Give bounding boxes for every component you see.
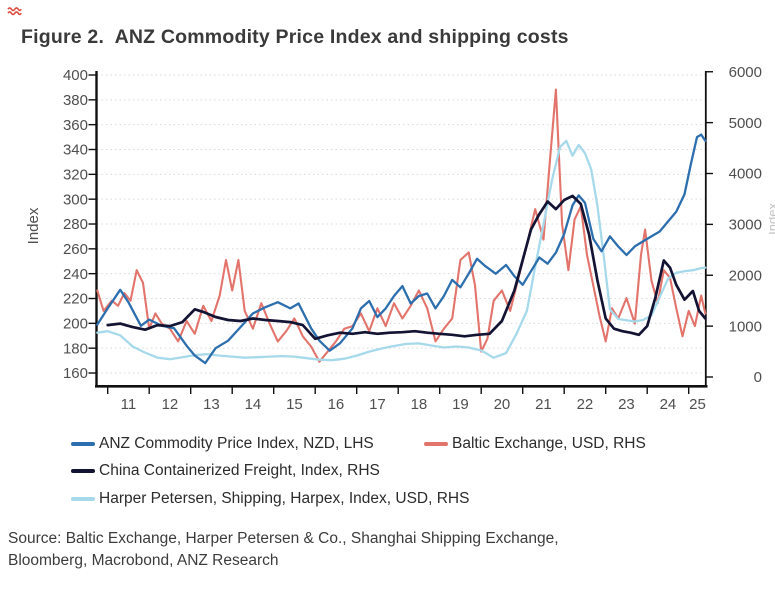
x-axis-tick-label: 16: [328, 396, 345, 413]
left-axis-title: Index: [25, 207, 42, 244]
legend-label: China Containerized Freight, Index, RHS: [99, 462, 380, 479]
x-axis-tick-label: 15: [286, 396, 303, 413]
x-axis-tick-label: 23: [618, 396, 635, 413]
series-line-2: [106, 194, 707, 341]
right-axis-tick-label: 2000: [729, 267, 762, 284]
x-axis-tick-label: 22: [577, 396, 594, 413]
right-axis-tick-label: 3000: [729, 217, 762, 234]
left-axis-tick-label: 180: [63, 340, 88, 357]
x-axis-tick-label: 13: [203, 396, 220, 413]
left-axis-tick-label: 260: [63, 241, 88, 258]
source-line-2: Bloomberg, Macrobond, ANZ Research: [8, 551, 279, 569]
legend-label: Harper Petersen, Shipping, Harpex, Index…: [99, 490, 470, 507]
legend-item-3: Harper Petersen, Shipping, Harpex, Index…: [71, 489, 469, 509]
right-axis-tick-label: 6000: [729, 64, 762, 81]
x-axis-tick-label: 14: [245, 396, 262, 413]
source-line-1: Source: Baltic Exchange, Harper Petersen…: [8, 530, 559, 547]
x-axis-tick-label: 17: [369, 396, 386, 413]
top-left-red-mark-icon: [7, 7, 22, 16]
legend-swatch-icon: [71, 468, 95, 474]
left-axis-tick-label: 160: [63, 365, 88, 382]
left-axis-tick-label: 300: [63, 191, 88, 208]
left-axis-tick-label: 220: [63, 291, 88, 308]
left-axis-tick-label: 320: [63, 167, 88, 184]
left-axis-tick-label: 340: [63, 142, 88, 159]
chart-area: 400 380 360 340 320 300 280 260 240 220 200 180 160 6…: [25, 64, 762, 413]
left-axis-tick-label: 240: [63, 266, 88, 283]
legend-swatch-icon: [71, 496, 95, 502]
right-axis-tick-label: 5000: [729, 115, 762, 132]
x-axis-tick-label: 18: [411, 396, 428, 413]
left-axis-tick-label: 380: [63, 92, 88, 109]
left-axis-tick-label: 400: [63, 67, 88, 84]
source-note: Source: Baltic Exchange, Harper Petersen…: [8, 528, 559, 571]
right-axis-tick-label: 1000: [729, 318, 762, 335]
left-axis-tick-label: 200: [63, 316, 88, 333]
x-axis-tick-label: 21: [535, 396, 552, 413]
x-axis-tick-label: 20: [494, 396, 511, 413]
x-axis-tick-label: 25: [689, 396, 706, 413]
x-axis-tick-label: 12: [162, 396, 179, 413]
line-chart: 4003803603403203002802602402202001801606…: [25, 64, 762, 413]
legend-item-1: Baltic Exchange, USD, RHS: [424, 434, 646, 454]
legend-swatch-icon: [71, 441, 95, 447]
legend-label: Baltic Exchange, USD, RHS: [452, 435, 646, 452]
series-line-0: [96, 133, 707, 365]
right-axis-tick-label: 4000: [729, 166, 762, 183]
x-axis-tick-label: 11: [121, 396, 137, 413]
legend-swatch-icon: [424, 441, 448, 447]
series-line-3: [96, 139, 707, 362]
left-axis-tick-label: 280: [63, 216, 88, 233]
x-axis-tick-label: 19: [452, 396, 469, 413]
legend-item-0: ANZ Commodity Price Index, NZD, LHS: [71, 434, 374, 454]
left-axis-tick-label: 360: [63, 117, 88, 134]
right-axis-tick-label: 0: [754, 369, 762, 386]
legend-label: ANZ Commodity Price Index, NZD, LHS: [99, 435, 374, 452]
series-line-1: [96, 88, 707, 363]
right-axis-label-cropped: Index: [769, 203, 775, 235]
figure-title: Figure 2. ANZ Commodity Price Index and …: [21, 26, 569, 48]
legend-item-2: China Containerized Freight, Index, RHS: [71, 461, 380, 481]
x-axis-tick-label: 24: [660, 396, 677, 413]
